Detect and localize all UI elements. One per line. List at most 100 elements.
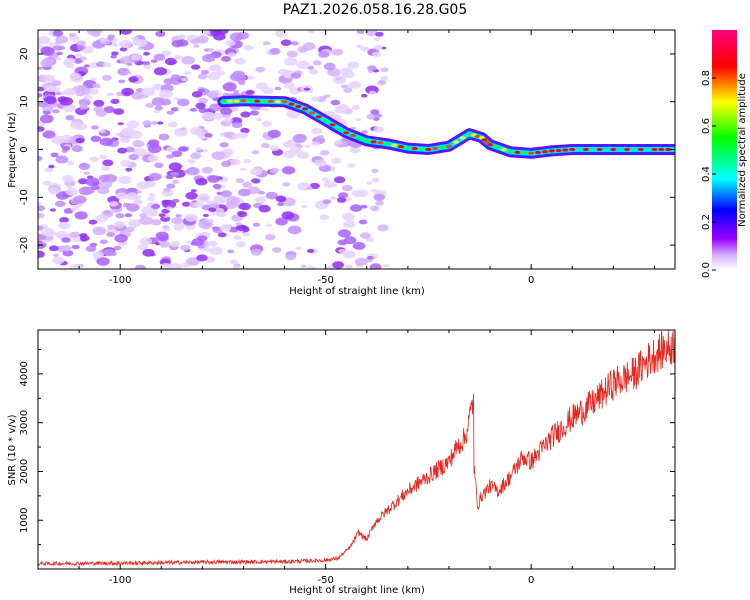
noise-blob — [52, 253, 60, 257]
trace-hotspot — [384, 142, 391, 146]
noise-blob — [235, 241, 246, 248]
noise-blob — [131, 91, 145, 100]
noise-blob — [296, 60, 310, 69]
noise-blob — [43, 74, 55, 82]
y-tick-label: 4000 — [19, 361, 30, 386]
noise-blob — [331, 48, 344, 56]
noise-blob — [240, 127, 250, 134]
noise-blob — [164, 57, 177, 66]
noise-blob — [69, 73, 81, 80]
noise-blob — [189, 126, 203, 136]
noise-blob — [342, 212, 355, 221]
noise-blob — [79, 235, 90, 242]
noise-blob — [190, 64, 201, 70]
noise-blob — [275, 217, 288, 226]
snr-xlabel: Height of straight line (km) — [289, 585, 425, 596]
noise-blob — [59, 217, 69, 223]
noise-blob — [113, 220, 125, 228]
noise-blob — [88, 88, 99, 95]
noise-blob — [356, 30, 365, 34]
trace-hotspot — [350, 133, 357, 138]
trace-hotspot — [398, 145, 404, 149]
noise-blob — [209, 103, 222, 112]
noise-blob — [283, 150, 297, 159]
trace-hotspot — [219, 100, 226, 104]
noise-blob — [341, 184, 353, 192]
noise-blob — [303, 87, 311, 91]
noise-blob — [103, 106, 115, 114]
noise-blob — [275, 195, 287, 203]
y-tick-label: 1000 — [19, 507, 30, 532]
noise-blob — [350, 204, 363, 212]
noise-blob — [217, 232, 227, 238]
noise-blob — [147, 155, 159, 162]
noise-blob — [137, 244, 148, 251]
noise-blob — [55, 35, 69, 44]
noise-blob — [54, 200, 66, 207]
trace-hotspot — [514, 150, 521, 154]
noise-blob — [222, 82, 237, 92]
noise-blob — [42, 130, 56, 139]
noise-blob — [95, 214, 109, 223]
noise-blob — [359, 232, 371, 240]
noise-blob — [161, 208, 170, 214]
noise-blob — [102, 159, 114, 167]
colorbar-tick-label: 0.0 — [701, 262, 712, 278]
noise-blob — [83, 64, 90, 68]
y-tick-label: 0 — [19, 146, 30, 152]
noise-blob — [171, 150, 183, 157]
trace-hotspot — [377, 141, 384, 145]
noise-blob — [180, 244, 191, 251]
noise-blob — [66, 160, 75, 166]
noise-blob — [365, 30, 378, 37]
noise-blob — [212, 183, 222, 189]
noise-blob — [252, 222, 261, 227]
noise-blob — [184, 71, 192, 76]
trace-hotspot — [507, 150, 514, 154]
trace-hotspot — [411, 146, 418, 151]
noise-blob — [38, 155, 43, 162]
noise-blob — [239, 202, 251, 211]
noise-blob — [59, 97, 74, 106]
noise-blob — [55, 155, 69, 164]
noise-blob — [85, 245, 97, 252]
noise-blob — [153, 67, 168, 76]
noise-blob — [171, 243, 179, 248]
noise-blob — [229, 158, 241, 166]
trace-hotspot — [487, 143, 494, 147]
noise-blob — [343, 220, 356, 229]
noise-blob — [41, 239, 50, 244]
noise-blob — [290, 72, 302, 79]
x-tick-label: -50 — [318, 275, 334, 286]
noise-blob — [139, 216, 153, 226]
noise-blob — [330, 183, 338, 188]
noise-blob — [200, 69, 210, 75]
noise-blob — [261, 120, 272, 127]
noise-blob — [274, 86, 282, 91]
noise-blob — [193, 201, 204, 208]
noise-blob — [117, 147, 128, 154]
colorbar-tick-label: 0.8 — [701, 70, 712, 86]
noise-blob — [207, 240, 218, 247]
noise-blob — [354, 257, 368, 266]
noise-blob — [158, 235, 169, 242]
noise-blob — [58, 221, 71, 230]
noise-blob — [370, 205, 380, 212]
noise-blob — [88, 219, 98, 225]
noise-blob — [371, 168, 379, 173]
noise-blob — [124, 71, 132, 75]
noise-blob — [198, 220, 213, 230]
noise-blob — [258, 204, 271, 213]
noise-blob — [76, 45, 86, 51]
noise-blob — [75, 90, 86, 97]
noise-blob — [142, 248, 155, 257]
trace-hotspot — [555, 148, 562, 153]
snr-frame — [37, 329, 676, 570]
noise-blob — [187, 172, 194, 176]
trace-hotspot — [418, 147, 425, 151]
noise-blob — [360, 46, 369, 52]
trace-hotspot — [281, 100, 288, 104]
noise-blob — [145, 102, 155, 108]
noise-blob — [370, 109, 380, 115]
noise-blob — [262, 87, 274, 95]
